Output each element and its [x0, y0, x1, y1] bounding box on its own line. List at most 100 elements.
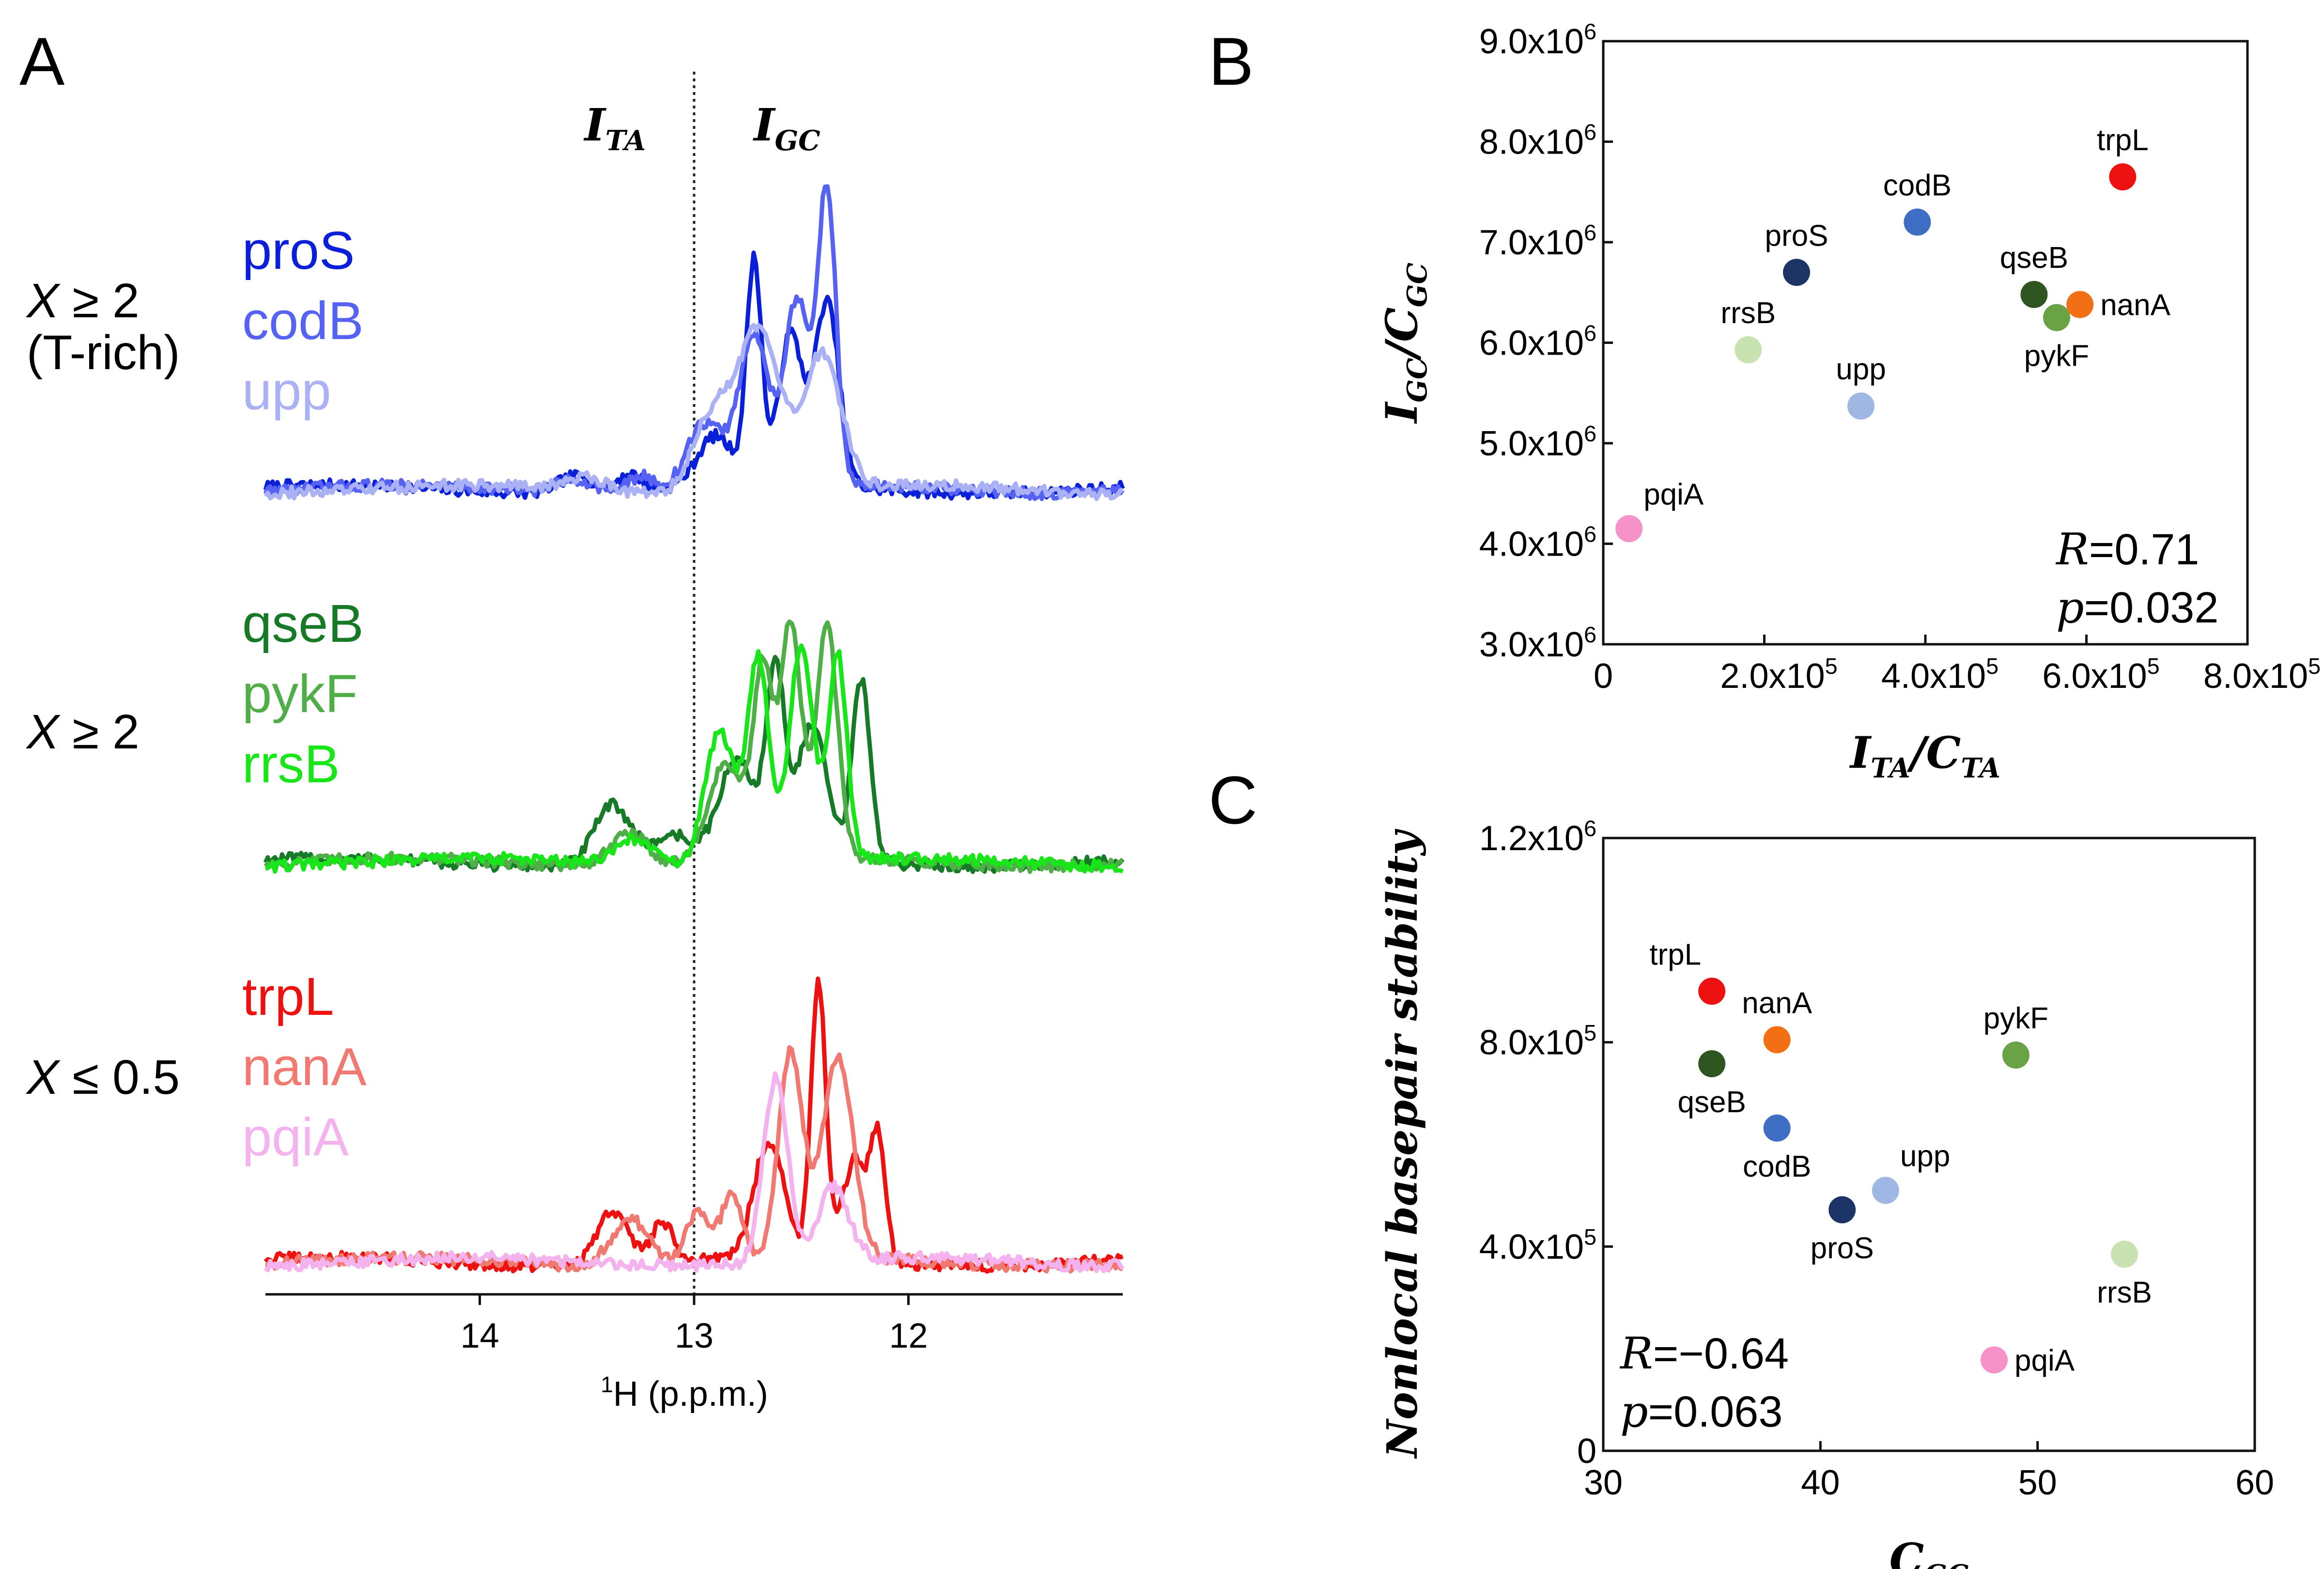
panel-b-y-tick-label-0: 3.0x106: [1479, 622, 1596, 664]
panel-b-point-trpL: [2109, 163, 2137, 191]
panel-c-x-tick-label-0: 30: [1584, 1463, 1623, 1502]
group-label-2-line-1: X ≥ 2: [26, 705, 139, 759]
panel-b-point-label-upp: upp: [1836, 353, 1886, 386]
panel-b-y-tick-label-4-exponent: 6: [1584, 220, 1596, 245]
panel-b-point-pykF: [2043, 304, 2070, 331]
panel-b-x-tick-label-4-mantissa: 8.0x10: [2203, 657, 2308, 696]
panel-c-stat-p: p=0.063: [1620, 1386, 1782, 1437]
panel-b-x-tick-label-1-mantissa: 2.0x10: [1720, 657, 1825, 696]
panel-b-scatter-itagc: 3.0x1064.0x1065.0x1066.0x1067.0x1068.0x1…: [1376, 19, 2321, 784]
panel-b-y-tick-label-5: 8.0x106: [1479, 120, 1596, 162]
panel-b-x-axis-label-subd: TA: [1961, 753, 2000, 784]
panel-b-y-axis-label: IGC/CGC: [1376, 263, 1433, 424]
panel-c-x-tick-label-3-mantissa: 60: [2235, 1463, 2274, 1502]
spectrum-group-1: proS codB upp X ≥ 2(T-rich): [26, 184, 1125, 501]
panel-c-x-axis-label-sub: GC: [1924, 1559, 1968, 1569]
panel-b-y-tick-label-4-mantissa: 7.0x10: [1479, 223, 1584, 262]
group-label-var: X: [26, 1050, 61, 1104]
panel-b-y-tick-label-5-mantissa: 8.0x10: [1479, 123, 1584, 162]
panel-b-y-tick-label-0-exponent: 6: [1584, 622, 1596, 647]
panel-b-point-nanA: [2066, 291, 2094, 318]
panel-c-x-tick-label-2: 50: [2018, 1463, 2057, 1502]
group-label-1-line-2: (T-rich): [27, 326, 180, 380]
region-label-gc-sub: GC: [775, 124, 820, 157]
group-label-rest: ≥ 2: [59, 274, 139, 328]
panel-b-x-axis-label-main: I: [1849, 727, 1872, 778]
panel-c-point-label-nanA: nanA: [1742, 986, 1812, 1020]
panel-a-x-axis-label: 1H (p.p.m.): [601, 1372, 768, 1414]
panel-c-point-qseB: [1698, 1050, 1726, 1077]
panel-c-y-tick-label-1-exponent: 5: [1584, 1225, 1596, 1250]
panel-b-x-tick-label-0: 0: [1594, 657, 1613, 696]
panel-c-stat-p-value: =0.063: [1648, 1388, 1783, 1436]
spectrum-group-2: qseB pykF rrsB X ≥ 2: [26, 594, 1125, 874]
panel-b-x-tick-label-4-exponent: 5: [2308, 653, 2321, 679]
panel-b-x-tick-label-1: 2.0x105: [1720, 653, 1837, 696]
panel-c-y-tick-label-0: 0: [1577, 1432, 1596, 1471]
panel-b-y-tick-label-6-exponent: 6: [1584, 19, 1596, 44]
panel-c-point-label-trpL: trpL: [1649, 938, 1701, 971]
spectrum-trace-rrsB: [265, 643, 1124, 874]
panel-b-y-tick-label-6-mantissa: 9.0x10: [1479, 22, 1584, 61]
panel-letter-b: B: [1208, 23, 1254, 99]
panel-c-point-codB: [1763, 1114, 1791, 1142]
panel-b-point-label-trpL: trpL: [2097, 124, 2149, 157]
panel-b-point-pqiA: [1615, 515, 1643, 543]
legend-pykF: pykF: [242, 664, 357, 724]
panel-b-point-qseB: [2020, 280, 2048, 308]
panel-b-x-tick-label-3-mantissa: 6.0x10: [2042, 657, 2147, 696]
panel-c-x-tick-label-1: 40: [1801, 1463, 1840, 1502]
panel-b-y-tick-label-2-exponent: 6: [1584, 421, 1596, 446]
panel-b-point-label-qseB: qseB: [2000, 241, 2068, 275]
panel-b-x-axis-label-div: /C: [1906, 727, 1961, 778]
panel-c-y-axis-label: Nonlocal basepair stability: [1378, 829, 1427, 1460]
group-label-1-line-1: X ≥ 2: [26, 274, 139, 328]
spectrum-trace-upp: [263, 323, 1124, 501]
panel-b-point-label-pqiA: pqiA: [1643, 478, 1704, 511]
panel-b-x-tick-label-3: 6.0x105: [2042, 653, 2159, 696]
panel-c-y-tick-label-1: 4.0x105: [1479, 1225, 1596, 1267]
panel-b-point-upp: [1847, 392, 1875, 420]
spectrum-group-3: trpL nanA pqiA X ≤ 0.5: [26, 967, 1125, 1274]
panel-b-stat-r-value: =0.71: [2089, 526, 2200, 574]
panel-b-stat-p-var: p: [2056, 582, 2084, 633]
group-label-3-line-1: X ≤ 0.5: [26, 1050, 180, 1104]
panel-b-y-tick-label-4: 7.0x106: [1479, 220, 1596, 262]
x-axis-label-main: H (p.p.m.): [613, 1375, 768, 1414]
panel-b-point-label-nanA: nanA: [2100, 289, 2170, 322]
panel-c-plot-frame: [1602, 837, 2256, 1452]
panel-b-x-tick-label-2-mantissa: 4.0x10: [1881, 657, 1986, 696]
panel-b-y-tick-label-2: 5.0x106: [1479, 421, 1596, 463]
panel-c-y-tick-label-1-mantissa: 4.0x10: [1479, 1227, 1584, 1266]
panel-c-point-rrsB: [2111, 1241, 2138, 1268]
panel-b-x-tick-label-1-exponent: 5: [1825, 653, 1838, 679]
x-axis-label-superscript: 1: [601, 1372, 613, 1397]
panel-a-x-tick-label-14: 14: [460, 1317, 499, 1355]
panel-c-x-axis-label-main: C: [1890, 1534, 1924, 1569]
panel-c-point-trpL: [1698, 978, 1726, 1005]
panel-b-x-tick-label-2: 4.0x105: [1881, 653, 1999, 696]
panel-c-point-label-upp: upp: [1900, 1139, 1950, 1173]
panel-b-y-tick-label-1-exponent: 6: [1584, 522, 1596, 547]
panel-c-x-tick-label-1-mantissa: 40: [1801, 1463, 1840, 1502]
panel-b-y-axis-label-main: I: [1376, 401, 1427, 424]
panel-b-x-axis-label: ITA/CTA: [1849, 727, 2000, 784]
panel-c-stat-r-value: =−0.64: [1653, 1330, 1789, 1378]
panel-b-y-tick-label-1-mantissa: 4.0x10: [1479, 525, 1584, 564]
region-label-ta-sub: TA: [605, 124, 646, 157]
panel-c-point-label-pykF: pykF: [1983, 1002, 2048, 1035]
panel-c-point-upp: [1872, 1177, 1899, 1204]
panel-b-y-tick-label-5-exponent: 6: [1584, 120, 1596, 145]
legend-proS: proS: [242, 221, 355, 280]
panel-b-x-tick-label-0-mantissa: 0: [1594, 657, 1613, 696]
panel-c-point-label-proS: proS: [1811, 1231, 1874, 1265]
panel-b-stat-p-value: =0.032: [2084, 584, 2219, 632]
panel-c-x-tick-label-2-mantissa: 50: [2018, 1463, 2057, 1502]
panel-letter-c: C: [1208, 762, 1257, 838]
group-label-rest: ≥ 2: [59, 705, 139, 759]
legend-trpL: trpL: [242, 967, 334, 1026]
